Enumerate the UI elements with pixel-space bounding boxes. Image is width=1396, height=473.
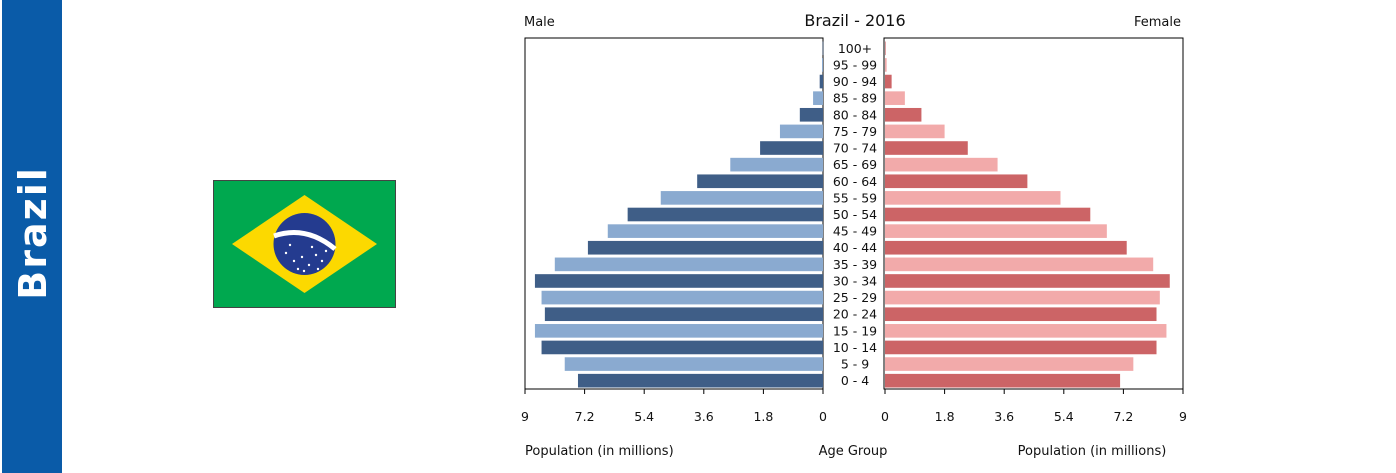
female-tick-label: 9	[1179, 409, 1187, 424]
male-bar-100plus	[822, 41, 824, 56]
female-tick-label: 5.4	[1054, 409, 1074, 424]
female-bar-5-9	[885, 357, 1134, 371]
flag-stars	[284, 243, 328, 273]
female-bar-55-59	[885, 191, 1061, 205]
male-tick-label: 0	[819, 409, 827, 424]
male-bars	[534, 41, 824, 388]
female-bar-30-34	[885, 274, 1170, 288]
male-bar-0-4	[577, 373, 823, 388]
female-bar-80-84	[885, 107, 922, 122]
female-axis: 0 1.8 3.6 5.4 7.2 9	[881, 389, 1187, 424]
age-group-label: 55 - 59	[833, 190, 877, 205]
female-bar-25-29	[885, 290, 1160, 305]
age-group-label: 70 - 74	[833, 141, 877, 156]
age-group-label: 0 - 4	[841, 373, 869, 388]
age-group-label: 50 - 54	[833, 207, 877, 222]
age-group-label: 100+	[838, 41, 872, 56]
female-bar-95-99	[885, 58, 887, 72]
male-axis: 0 1.8 3.6 5.4 7.2 9	[521, 389, 827, 424]
male-bar-75-79	[779, 124, 823, 139]
female-bar-50-54	[885, 207, 1091, 222]
x-axis-label-center: Age Group	[819, 444, 888, 459]
age-group-label: 10 - 14	[833, 340, 877, 355]
age-group-label: 90 - 94	[833, 74, 877, 89]
female-bar-60-64	[885, 174, 1028, 189]
female-tick-label: 0	[881, 409, 889, 424]
female-tick-label: 1.8	[935, 409, 955, 424]
side-banner: Brazil	[2, 0, 62, 473]
female-bar-40-44	[885, 240, 1127, 255]
male-bar-15-19	[534, 324, 823, 338]
male-label: Male	[524, 15, 555, 30]
male-bar-60-64	[697, 174, 823, 189]
chart-title: Brazil - 2016	[804, 11, 905, 30]
flag-globe	[273, 213, 336, 275]
male-tick-label: 3.6	[694, 409, 714, 424]
brazil-flag-icon	[213, 180, 396, 308]
male-bar-35-39	[554, 257, 823, 272]
female-bar-75-79	[885, 124, 945, 139]
male-bar-90-94	[819, 74, 823, 89]
male-bar-80-84	[799, 107, 823, 122]
male-bar-45-49	[607, 224, 823, 238]
age-group-label: 80 - 84	[833, 107, 877, 122]
female-bar-45-49	[885, 224, 1107, 238]
male-bar-40-44	[587, 240, 823, 255]
female-bar-85-89	[885, 91, 905, 105]
female-bar-35-39	[885, 257, 1154, 272]
age-group-label: 85 - 89	[833, 91, 877, 106]
female-plot-frame	[883, 37, 1184, 390]
female-bar-90-94	[885, 74, 892, 89]
male-tick-label: 1.8	[753, 409, 773, 424]
male-tick-label: 9	[521, 409, 529, 424]
age-group-label: 25 - 29	[833, 290, 877, 305]
male-bar-70-74	[760, 141, 823, 155]
male-bar-95-99	[822, 58, 823, 72]
male-bar-50-54	[627, 207, 823, 222]
age-group-label: 75 - 79	[833, 124, 877, 139]
male-bar-55-59	[660, 191, 823, 205]
age-group-label: 15 - 19	[833, 323, 877, 338]
age-group-label: 30 - 34	[833, 273, 877, 288]
female-bar-70-74	[885, 141, 968, 155]
female-tick-label: 3.6	[994, 409, 1014, 424]
age-group-label: 20 - 24	[833, 307, 877, 322]
female-bar-15-19	[885, 324, 1167, 338]
female-bar-65-69	[885, 157, 998, 172]
male-tick-label: 5.4	[634, 409, 654, 424]
male-bar-10-14	[541, 340, 823, 355]
male-bar-85-89	[813, 91, 823, 105]
female-bar-10-14	[885, 340, 1157, 355]
age-group-label: 45 - 49	[833, 224, 877, 239]
female-tick-label: 7.2	[1113, 409, 1133, 424]
male-bar-5-9	[564, 357, 823, 371]
female-label: Female	[1134, 15, 1181, 30]
flag-band	[273, 230, 337, 251]
female-bar-0-4	[885, 373, 1121, 388]
female-bars	[885, 41, 1170, 388]
male-bar-20-24	[544, 307, 823, 322]
male-bar-65-69	[730, 157, 823, 172]
x-axis-label-female: Population (in millions)	[1018, 444, 1167, 459]
female-bar-100plus	[885, 41, 886, 56]
age-group-label: 40 - 44	[833, 240, 877, 255]
x-axis-label-male: Population (in millions)	[525, 444, 674, 459]
female-bar-20-24	[885, 307, 1157, 322]
age-group-label: 60 - 64	[833, 174, 877, 189]
age-group-label: 35 - 39	[833, 257, 877, 272]
age-group-label: 65 - 69	[833, 157, 877, 172]
age-group-label: 5 - 9	[841, 357, 869, 372]
male-bar-30-34	[534, 274, 823, 288]
male-tick-label: 7.2	[575, 409, 595, 424]
male-bar-25-29	[541, 290, 823, 305]
age-group-label: 95 - 99	[833, 57, 877, 72]
